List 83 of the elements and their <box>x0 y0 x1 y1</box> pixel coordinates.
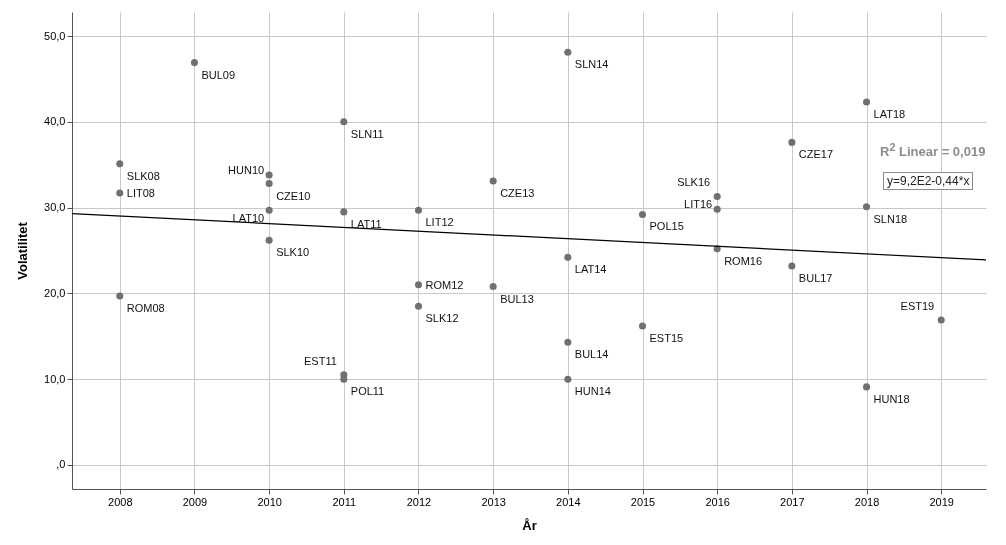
x-tick-label: 2018 <box>854 495 880 508</box>
point <box>564 338 572 346</box>
annotation: SLK16 <box>677 176 711 189</box>
annotation: POL11 <box>350 385 385 398</box>
annotation: y=9,2E2-0,44*x <box>883 172 974 190</box>
annotation: BUL17 <box>798 271 833 284</box>
annotation: R$^{2}$ Linear = 0,019 <box>880 141 986 160</box>
annotation: LIT08 <box>126 187 155 200</box>
x-tick-label: 2015 <box>630 495 656 508</box>
annotation: HUN14 <box>574 385 611 398</box>
point <box>788 262 796 270</box>
annotation: EST11 <box>304 354 337 367</box>
x-tick-label: 2009 <box>182 495 208 508</box>
point <box>638 322 647 330</box>
annotation: ROM12 <box>425 278 464 291</box>
point <box>265 180 273 188</box>
point <box>265 206 273 214</box>
annotation: SLK10 <box>276 246 310 259</box>
annotation: SLN14 <box>574 58 609 71</box>
x-axis-title: År <box>522 517 537 533</box>
point <box>340 118 348 126</box>
point <box>190 59 198 67</box>
annotation: HUN18 <box>873 392 910 405</box>
point <box>862 203 871 211</box>
annotation: SLK08 <box>126 169 160 182</box>
x-tick-label: 2013 <box>481 495 506 508</box>
annotation: ROM08 <box>126 301 165 314</box>
annotation: EST19 <box>900 299 935 312</box>
x-tick-label: 2008 <box>108 495 133 508</box>
y-tick-label: 50,0 <box>44 29 66 42</box>
point <box>713 192 721 200</box>
point <box>265 171 273 179</box>
annotation: HUN10 <box>228 164 265 176</box>
point <box>937 316 945 324</box>
x-tick-label: 2012 <box>406 495 432 508</box>
point <box>414 302 423 310</box>
annotation: CZE10 <box>276 189 311 202</box>
annotation: LIT16 <box>684 198 713 211</box>
annotation: SLK12 <box>425 312 459 325</box>
x-tick-label: 2019 <box>929 495 954 508</box>
x-tick-label: 2014 <box>556 495 581 508</box>
annotation: SLN11 <box>350 127 384 140</box>
point <box>564 253 572 261</box>
point <box>265 236 273 244</box>
y-tick-label: 30,0 <box>44 201 66 214</box>
x-tick-label: 2017 <box>780 495 805 508</box>
annotation: LAT11 <box>350 217 382 230</box>
point <box>116 292 124 300</box>
point <box>414 206 423 214</box>
y-tick-label: 20,0 <box>44 286 66 299</box>
point <box>862 383 871 391</box>
x-tick-label: 2016 <box>705 495 730 508</box>
point <box>862 98 871 106</box>
point <box>489 177 497 185</box>
annotation: SLN18 <box>873 212 908 225</box>
annotation: LIT12 <box>425 216 454 229</box>
y-tick-label: 40,0 <box>44 115 66 128</box>
point <box>340 208 348 216</box>
point <box>564 48 572 56</box>
x-tick-label: 2011 <box>332 495 357 508</box>
point <box>638 210 647 218</box>
x-tick-label: 2010 <box>257 495 282 508</box>
annotation: BUL14 <box>574 348 609 361</box>
annotation: CZE13 <box>500 187 535 200</box>
point <box>116 160 124 168</box>
point <box>788 138 796 146</box>
y-tick-label: ,0 <box>56 458 66 471</box>
annotation: CZE17 <box>798 148 834 161</box>
annotation: LAT14 <box>574 263 607 276</box>
point <box>564 375 572 383</box>
y-axis-title: Volatilitet <box>15 221 31 280</box>
y-tick-label: 10,0 <box>44 372 66 385</box>
annotation: LAT18 <box>873 108 906 121</box>
point <box>414 281 423 289</box>
annotation: BUL13 <box>500 292 534 305</box>
annotation: BUL09 <box>201 68 236 81</box>
point <box>116 189 124 197</box>
annotation: LAT10 <box>232 212 265 225</box>
annotation: POL15 <box>649 220 684 233</box>
point <box>713 205 721 213</box>
annotation: EST15 <box>649 332 684 344</box>
annotation: ROM16 <box>724 254 763 267</box>
point <box>489 283 497 291</box>
